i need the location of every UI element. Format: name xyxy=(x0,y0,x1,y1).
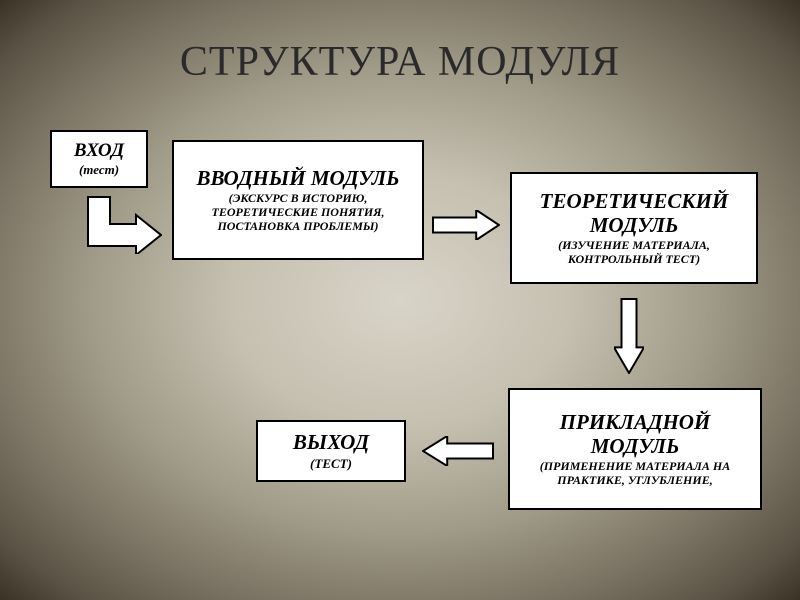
arrow-applied-to-exit xyxy=(422,436,494,466)
node-intro: ВВОДНЫЙ МОДУЛЬ (ЭКСКУРС В ИСТОРИЮ, ТЕОРЕ… xyxy=(172,140,424,260)
node-entry-sub: (тест) xyxy=(79,163,119,178)
node-entry: ВХОД (тест) xyxy=(50,130,148,188)
node-applied: ПРИКЛАДНОЙ МОДУЛЬ (ПРИМЕНЕНИЕ МАТЕРИАЛА … xyxy=(508,388,762,510)
page-title: СТРУКТУРА МОДУЛЯ xyxy=(0,38,800,86)
node-theory: ТЕОРЕТИЧЕСКИЙ МОДУЛЬ (ИЗУЧЕНИЕ МАТЕРИАЛА… xyxy=(510,172,758,284)
node-intro-main: ВВОДНЫЙ МОДУЛЬ xyxy=(197,166,400,190)
arrow-entry-to-intro xyxy=(70,196,162,254)
arrow-intro-to-theory xyxy=(432,210,500,240)
node-applied-main: ПРИКЛАДНОЙ МОДУЛЬ xyxy=(516,410,754,458)
node-theory-sub: (ИЗУЧЕНИЕ МАТЕРИАЛА, КОНТРОЛЬНЫЙ ТЕСТ) xyxy=(518,239,750,267)
node-exit-main: ВЫХОД xyxy=(293,430,369,454)
arrow-theory-to-applied xyxy=(614,298,644,374)
node-exit-sub: (ТЕСТ) xyxy=(310,457,352,472)
node-intro-sub: (ЭКСКУРС В ИСТОРИЮ, ТЕОРЕТИЧЕСКИЕ ПОНЯТИ… xyxy=(180,192,416,233)
node-exit: ВЫХОД (ТЕСТ) xyxy=(256,420,406,482)
node-entry-main: ВХОД xyxy=(74,140,124,162)
node-applied-sub: (ПРИМЕНЕНИЕ МАТЕРИАЛА НА ПРАКТИКЕ, УГЛУБ… xyxy=(516,460,754,488)
node-theory-main: ТЕОРЕТИЧЕСКИЙ МОДУЛЬ xyxy=(518,189,750,237)
